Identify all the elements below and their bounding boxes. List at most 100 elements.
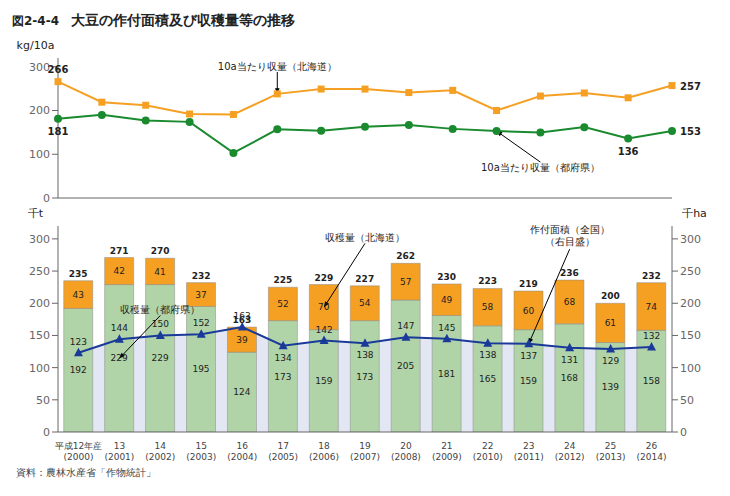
- svg-text:165: 165: [479, 374, 496, 384]
- svg-text:17(2005): 17(2005): [268, 441, 298, 462]
- svg-text:60: 60: [523, 306, 535, 316]
- svg-text:270: 270: [151, 246, 170, 256]
- svg-text:173: 173: [356, 372, 373, 382]
- svg-text:250: 250: [29, 265, 50, 278]
- svg-text:100: 100: [29, 362, 50, 375]
- svg-text:37: 37: [195, 290, 206, 300]
- svg-text:158: 158: [643, 376, 660, 386]
- svg-text:0: 0: [43, 426, 50, 439]
- svg-text:作付面積（全国）（右目盛）: 作付面積（全国）（右目盛）: [529, 224, 610, 247]
- svg-text:42: 42: [113, 266, 124, 276]
- svg-text:0: 0: [680, 426, 687, 439]
- svg-text:150: 150: [152, 319, 169, 329]
- svg-text:20(2008): 20(2008): [391, 441, 421, 462]
- svg-text:257: 257: [680, 81, 701, 92]
- svg-text:200: 200: [680, 297, 701, 310]
- svg-text:300: 300: [29, 233, 50, 246]
- svg-text:21(2009): 21(2009): [432, 441, 462, 462]
- svg-text:271: 271: [110, 246, 129, 256]
- svg-text:152: 152: [193, 318, 210, 328]
- svg-text:68: 68: [564, 297, 576, 307]
- svg-text:229: 229: [111, 353, 128, 363]
- svg-text:229: 229: [152, 353, 169, 363]
- svg-text:43: 43: [73, 290, 84, 300]
- svg-text:13(2001): 13(2001): [104, 441, 134, 462]
- svg-text:230: 230: [437, 272, 456, 282]
- svg-text:138: 138: [356, 350, 373, 360]
- svg-text:収穫量（北海道）: 収穫量（北海道）: [325, 232, 405, 243]
- svg-text:192: 192: [70, 365, 87, 375]
- svg-text:236: 236: [560, 268, 579, 278]
- svg-text:100: 100: [680, 362, 701, 375]
- svg-text:138: 138: [479, 350, 496, 360]
- svg-text:49: 49: [441, 295, 453, 305]
- svg-text:139: 139: [602, 382, 619, 392]
- svg-text:123: 123: [70, 337, 87, 347]
- svg-text:14(2002): 14(2002): [145, 441, 175, 462]
- svg-text:129: 129: [602, 356, 619, 366]
- svg-text:137: 137: [520, 351, 537, 361]
- svg-text:200: 200: [29, 104, 50, 117]
- svg-text:227: 227: [355, 274, 374, 284]
- svg-text:200: 200: [29, 297, 50, 310]
- svg-text:232: 232: [642, 271, 661, 281]
- svg-text:225: 225: [273, 275, 292, 285]
- svg-text:232: 232: [192, 271, 211, 281]
- svg-text:153: 153: [680, 126, 701, 137]
- svg-text:235: 235: [69, 269, 88, 279]
- svg-text:19(2007): 19(2007): [350, 441, 380, 462]
- svg-text:262: 262: [396, 251, 415, 261]
- svg-text:223: 223: [478, 276, 497, 286]
- svg-text:70: 70: [318, 302, 330, 312]
- svg-text:159: 159: [315, 376, 332, 386]
- svg-text:kg/10a: kg/10a: [17, 39, 55, 52]
- svg-text:100: 100: [29, 148, 50, 161]
- svg-text:145: 145: [438, 323, 455, 333]
- svg-text:150: 150: [29, 329, 50, 342]
- svg-text:千ha: 千ha: [682, 207, 707, 220]
- svg-text:147: 147: [397, 321, 414, 331]
- svg-text:54: 54: [359, 298, 371, 308]
- svg-text:131: 131: [561, 355, 578, 365]
- svg-text:163: 163: [234, 311, 251, 321]
- svg-text:134: 134: [275, 353, 292, 363]
- svg-text:収穫量（都府県）: 収穫量（都府県）: [120, 304, 200, 315]
- svg-text:57: 57: [400, 277, 411, 287]
- svg-text:0: 0: [43, 192, 50, 204]
- svg-text:173: 173: [274, 372, 291, 382]
- svg-text:50: 50: [36, 394, 50, 407]
- svg-text:195: 195: [192, 364, 209, 374]
- svg-text:205: 205: [397, 361, 414, 371]
- svg-text:千t: 千t: [28, 207, 44, 220]
- svg-text:25(2013): 25(2013): [596, 441, 626, 462]
- svg-text:52: 52: [277, 299, 288, 309]
- svg-text:74: 74: [646, 302, 658, 312]
- svg-text:10a当たり収量（北海道）: 10a当たり収量（北海道）: [218, 61, 337, 72]
- svg-text:150: 150: [680, 329, 701, 342]
- svg-text:219: 219: [519, 279, 538, 289]
- svg-text:41: 41: [154, 267, 165, 277]
- svg-text:58: 58: [482, 302, 494, 312]
- svg-text:10a当たり収量（都府県）: 10a当たり収量（都府県）: [481, 162, 600, 173]
- svg-text:136: 136: [618, 146, 639, 157]
- svg-text:22(2010): 22(2010): [473, 441, 503, 462]
- svg-text:26(2014): 26(2014): [637, 441, 667, 462]
- svg-text:144: 144: [111, 323, 128, 333]
- svg-text:平成12年産(2000): 平成12年産(2000): [55, 441, 102, 462]
- svg-text:200: 200: [601, 291, 620, 301]
- svg-text:61: 61: [605, 318, 616, 328]
- svg-text:124: 124: [233, 387, 250, 397]
- svg-text:142: 142: [315, 325, 332, 335]
- svg-text:132: 132: [643, 331, 660, 341]
- svg-text:23(2011): 23(2011): [514, 441, 544, 462]
- svg-text:16(2004): 16(2004): [227, 441, 257, 462]
- svg-text:159: 159: [520, 376, 537, 386]
- svg-text:168: 168: [561, 373, 578, 383]
- svg-text:181: 181: [48, 126, 69, 137]
- svg-text:229: 229: [314, 273, 333, 283]
- svg-text:24(2012): 24(2012): [555, 441, 585, 462]
- svg-text:18(2006): 18(2006): [309, 441, 339, 462]
- svg-text:266: 266: [48, 64, 69, 75]
- svg-text:250: 250: [680, 265, 701, 278]
- svg-text:15(2003): 15(2003): [186, 441, 216, 462]
